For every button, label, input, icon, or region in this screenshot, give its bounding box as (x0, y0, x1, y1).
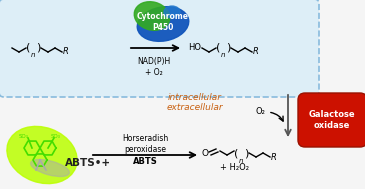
Text: (: ( (234, 148, 238, 158)
Text: n: n (31, 52, 35, 58)
Text: ): ) (226, 43, 230, 53)
Text: R: R (253, 47, 259, 57)
Text: ABTS•+: ABTS•+ (65, 158, 111, 168)
FancyBboxPatch shape (298, 93, 365, 147)
Ellipse shape (31, 160, 69, 177)
Text: R: R (63, 47, 69, 57)
Text: ): ) (36, 43, 41, 53)
Text: intracellular: intracellular (168, 94, 222, 102)
Text: O₂: O₂ (255, 108, 265, 116)
Ellipse shape (164, 6, 180, 18)
Text: HO: HO (188, 43, 201, 53)
Text: n: n (239, 158, 243, 164)
Text: Galactose
oxidase: Galactose oxidase (309, 110, 355, 130)
Text: ): ) (244, 148, 248, 158)
Text: (: ( (26, 43, 30, 53)
Text: ABTS: ABTS (132, 157, 157, 167)
Text: R: R (271, 153, 277, 161)
Text: SO₃: SO₃ (19, 133, 29, 139)
Ellipse shape (137, 7, 189, 41)
Text: SO₃: SO₃ (51, 133, 61, 139)
Text: NAD(P)H
+ O₂: NAD(P)H + O₂ (137, 57, 170, 77)
Text: + H₂O₂: + H₂O₂ (219, 163, 249, 171)
Text: extracellular: extracellular (167, 104, 223, 112)
Text: Cytochrome
P450: Cytochrome P450 (137, 12, 189, 32)
Ellipse shape (134, 2, 170, 30)
Text: n: n (221, 52, 226, 58)
Text: O: O (201, 149, 208, 157)
FancyArrowPatch shape (271, 112, 283, 121)
Ellipse shape (7, 126, 77, 184)
FancyBboxPatch shape (0, 0, 319, 97)
Text: Horseradish
peroxidase: Horseradish peroxidase (122, 134, 168, 154)
Text: (: ( (216, 43, 220, 53)
